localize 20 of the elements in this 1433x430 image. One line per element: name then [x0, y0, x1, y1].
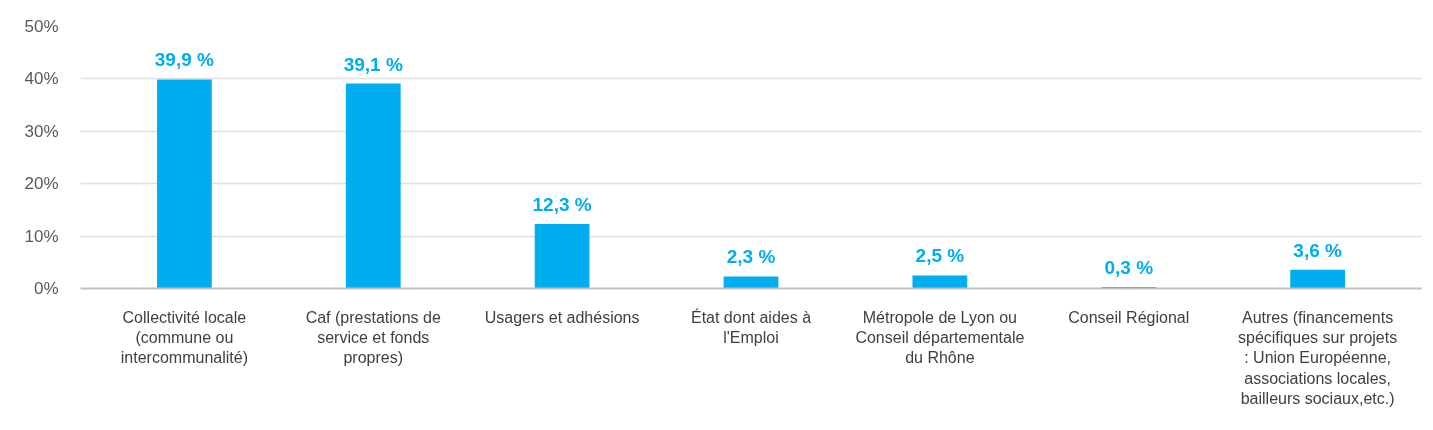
- y-tick-label: 30%: [24, 121, 59, 141]
- y-tick-label: 20%: [24, 174, 59, 194]
- x-tick-label: Métropole de Lyon ou Conseil départementale du Rhône: [855, 308, 1025, 367]
- y-tick-label: 0%: [33, 279, 59, 298]
- data-label: 2,5 %: [915, 245, 965, 267]
- x-tick-label: Collectivité locale (commune ou intercommunalité): [120, 308, 248, 367]
- x-tick-label: Conseil Régional: [1068, 308, 1190, 326]
- x-tick-label: Caf (prestations de service et fonds propres): [305, 308, 441, 367]
- x-tick-label: Autres (financements spécifiques sur projets : Union Européenne, associations locales, bailleurs sociaux,etc.): [1238, 308, 1398, 408]
- data-label: 3,6 %: [1293, 239, 1343, 261]
- data-label: 0,3 %: [1104, 256, 1154, 278]
- y-tick-label: 10%: [24, 226, 59, 246]
- data-label: 39,9 %: [154, 49, 215, 71]
- y-tick-label: 50%: [24, 17, 59, 36]
- x-tick-label: État dont aides à l'Emploi: [690, 307, 812, 346]
- data-label: 39,1 %: [343, 53, 403, 75]
- y-tick-label: 40%: [24, 69, 59, 89]
- data-label: 12,3 %: [532, 194, 592, 216]
- x-tick-label: Usagers et adhésions: [484, 308, 640, 326]
- data-label: 2,3 %: [726, 246, 776, 268]
